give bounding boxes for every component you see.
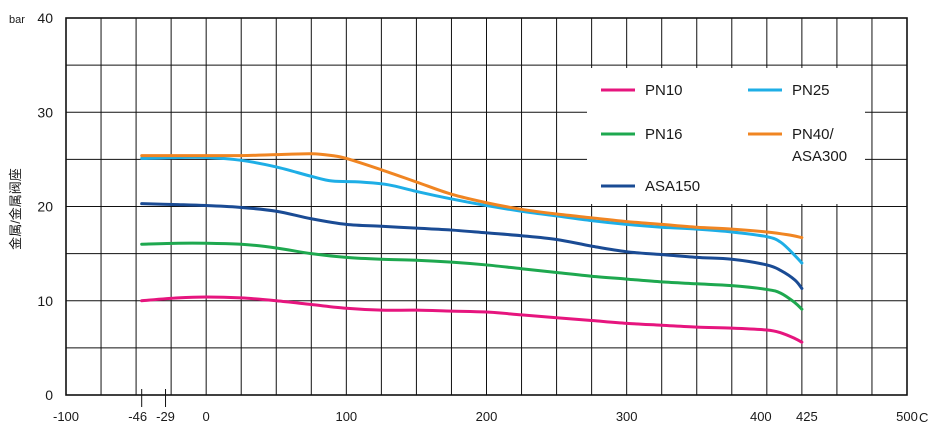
y-unit-label: bar — [9, 14, 25, 26]
y-tick-label: 10 — [37, 293, 53, 309]
x-tick-label: 400 — [750, 409, 772, 424]
axes: -100 -46 -29 0 100 200 300 400 425 500 0 10 20 30 40 — [37, 10, 917, 424]
x-tick-label: 300 — [616, 409, 638, 424]
x-unit-label: C — [919, 410, 928, 425]
x-tick-label: -46 — [128, 409, 147, 424]
series-line-3 — [140, 152, 804, 240]
x-tick-label: 425 — [796, 409, 818, 424]
series-line-1 — [140, 241, 804, 311]
y-tick-label: 0 — [45, 387, 53, 403]
y-tick-label: 40 — [37, 10, 53, 26]
x-tick-label: 0 — [203, 409, 210, 424]
legend-label-3: PN40/ASA300 — [792, 126, 847, 165]
series-lines — [140, 152, 804, 344]
plot-frame — [65, 17, 908, 396]
x-tick-label: 200 — [476, 409, 498, 424]
series-line-0 — [140, 295, 804, 344]
legend: PN10 PN16 PN25 PN40/ASA300 ASA150 — [587, 68, 865, 204]
legend-label-2: PN25 — [792, 82, 830, 99]
legend-label-1: PN16 — [645, 126, 683, 143]
x-tick-label: -100 — [53, 409, 79, 424]
x-tick-label: -29 — [156, 409, 175, 424]
series-line-4 — [140, 202, 804, 290]
x-tick-label: 500 — [896, 409, 918, 424]
y-tick-label: 30 — [37, 104, 53, 120]
y-axis-label: 金属/金属阀座 — [8, 168, 23, 250]
legend-label-0: PN10 — [645, 82, 683, 99]
series-line-2 — [140, 155, 804, 265]
y-tick-label: 20 — [37, 199, 53, 215]
x-tick-label: 100 — [335, 409, 357, 424]
legend-label-4: ASA150 — [645, 178, 700, 195]
